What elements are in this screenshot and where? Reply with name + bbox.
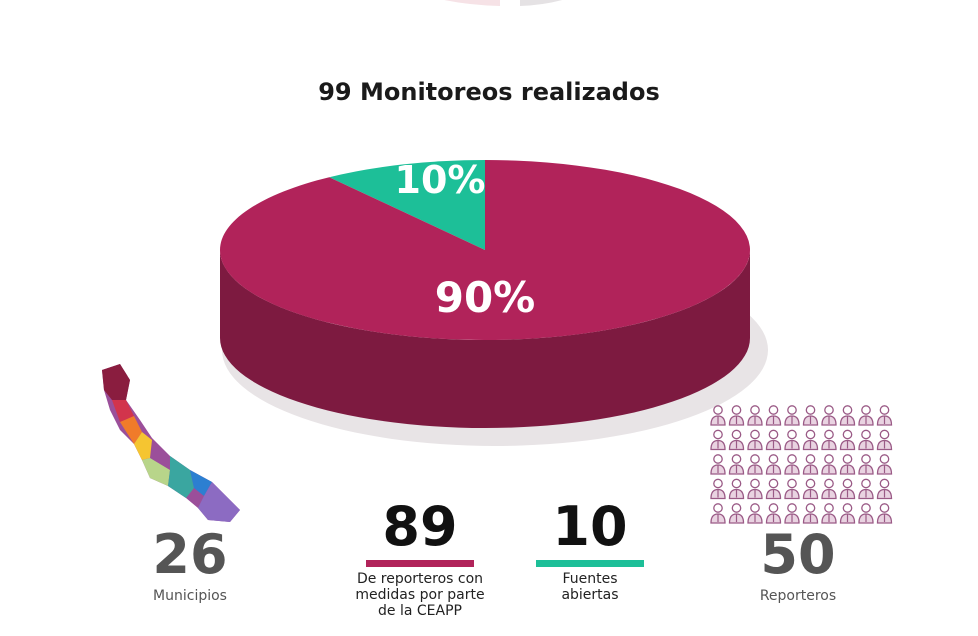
reporter-person-icon bbox=[839, 478, 856, 500]
reporter-person-icon bbox=[710, 454, 726, 475]
reporter-person-icon bbox=[765, 429, 782, 451]
reporter-person-icon bbox=[784, 454, 800, 475]
reporter-person-icon bbox=[858, 503, 874, 524]
reporter-person-icon bbox=[821, 503, 837, 524]
reporter-person-icon bbox=[876, 429, 893, 451]
reporter-person-icon bbox=[747, 429, 763, 451]
reporter-person-icon bbox=[765, 405, 782, 426]
reporter-person-icon bbox=[821, 405, 837, 426]
reporter-person-icon bbox=[858, 454, 874, 475]
stat-fuentes: 10 Fuentes abiertas bbox=[530, 500, 650, 603]
fuentes-value: 10 bbox=[552, 495, 628, 558]
reporter-person-icon bbox=[821, 478, 837, 500]
reporter-person-icon bbox=[765, 454, 782, 475]
reporter-person-icon bbox=[802, 478, 819, 500]
reporter-person-icon bbox=[858, 405, 874, 426]
stat-medidas: 89 De reporteros con medidas por parte d… bbox=[330, 495, 510, 620]
reporter-person-icon bbox=[839, 429, 856, 451]
reporter-person-icon bbox=[858, 429, 874, 451]
reporter-person-icon bbox=[710, 429, 726, 451]
reporteros-value: 50 bbox=[760, 523, 836, 586]
reporter-person-icon bbox=[728, 478, 745, 500]
reporter-person-icon bbox=[710, 503, 726, 524]
fuentes-bar bbox=[536, 560, 644, 567]
reporter-person-icon bbox=[728, 429, 745, 451]
veracruz-map-icon bbox=[102, 364, 240, 522]
reporteros-label: Reporteros bbox=[759, 588, 837, 604]
reporter-person-icon bbox=[747, 454, 763, 475]
pie-chart: 10% 90% bbox=[220, 158, 768, 446]
reporter-person-icon bbox=[710, 478, 726, 500]
reporter-person-icon bbox=[784, 405, 800, 426]
reporter-person-icon bbox=[876, 454, 893, 475]
reporter-person-icon bbox=[747, 405, 763, 426]
medidas-label: De reporteros con medidas por parte de l… bbox=[355, 571, 485, 620]
medidas-value: 89 bbox=[382, 495, 458, 558]
reporter-person-icon bbox=[728, 405, 745, 426]
reporter-person-icon bbox=[876, 405, 893, 426]
reporter-person-icon bbox=[876, 478, 893, 500]
fuentes-label: Fuentes abiertas bbox=[561, 571, 619, 604]
reporters-icon-grid bbox=[710, 405, 893, 524]
pie-label-10: 10% bbox=[395, 158, 486, 202]
reporter-person-icon bbox=[802, 405, 819, 426]
stat-reporteros: 50 Reporteros bbox=[728, 523, 868, 605]
reporter-person-icon bbox=[802, 503, 819, 524]
municipios-label: Municipios bbox=[153, 588, 227, 604]
pie-label-90: 90% bbox=[435, 273, 536, 322]
reporter-person-icon bbox=[802, 454, 819, 475]
pie-slice-10 bbox=[329, 160, 485, 250]
pie-side bbox=[220, 250, 750, 428]
reporter-person-icon bbox=[765, 503, 782, 524]
chart-title: 99 Monitoreos realizados bbox=[318, 78, 660, 106]
reporter-person-icon bbox=[821, 429, 837, 451]
reporter-person-icon bbox=[747, 503, 763, 524]
reporter-person-icon bbox=[876, 503, 893, 524]
reporter-person-icon bbox=[710, 405, 726, 426]
top-decoration bbox=[444, 0, 563, 6]
reporter-person-icon bbox=[765, 478, 782, 500]
pie-slice-90 bbox=[220, 160, 750, 340]
reporter-person-icon bbox=[802, 429, 819, 451]
reporter-person-icon bbox=[839, 405, 856, 426]
reporter-person-icon bbox=[839, 503, 856, 524]
municipios-value: 26 bbox=[152, 523, 228, 586]
reporter-person-icon bbox=[821, 454, 837, 475]
reporter-person-icon bbox=[728, 454, 745, 475]
reporter-person-icon bbox=[858, 478, 874, 500]
reporter-person-icon bbox=[784, 478, 800, 500]
reporter-person-icon bbox=[784, 503, 800, 524]
reporter-person-icon bbox=[728, 503, 745, 524]
reporter-person-icon bbox=[839, 454, 856, 475]
reporter-person-icon bbox=[747, 478, 763, 500]
reporter-person-icon bbox=[784, 429, 800, 451]
medidas-bar bbox=[366, 560, 474, 567]
stat-municipios: 26 Municipios bbox=[120, 523, 260, 605]
